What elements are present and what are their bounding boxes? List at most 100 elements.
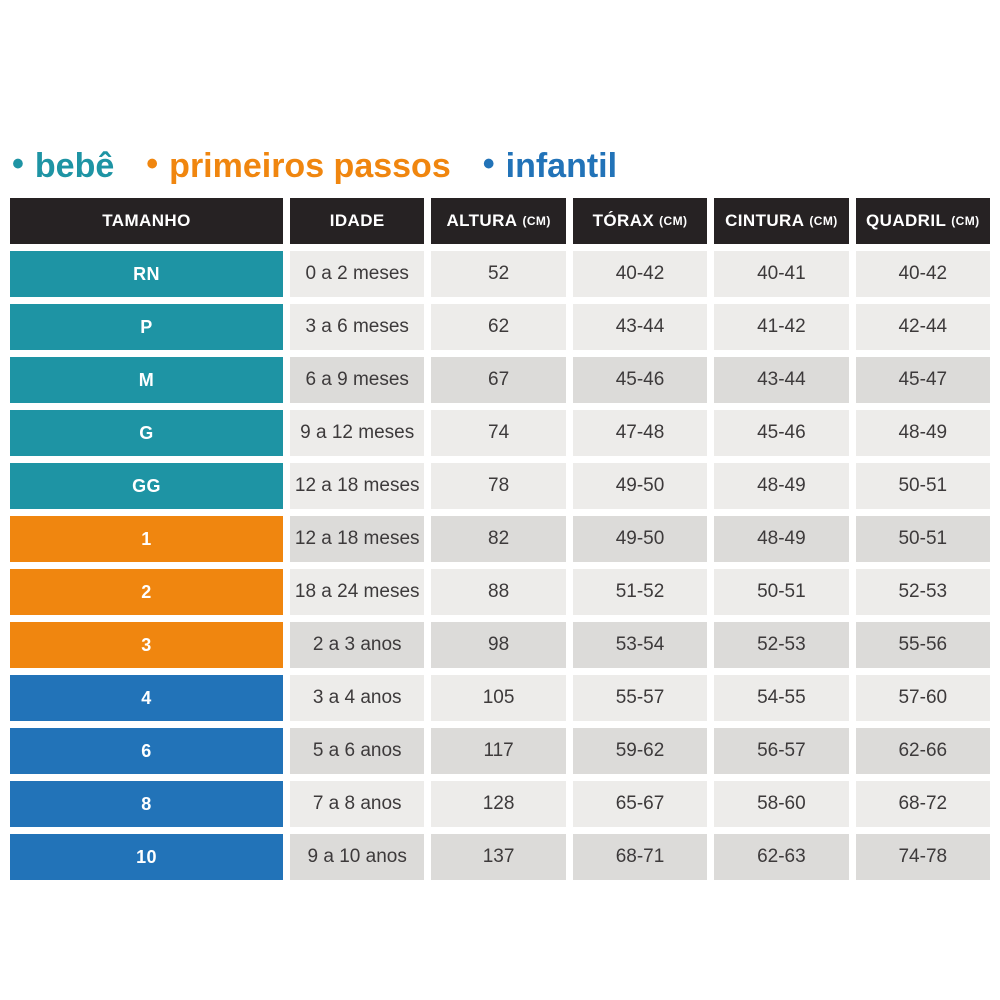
hip-cell: 74-78: [855, 834, 990, 880]
size-cell: G: [10, 410, 283, 456]
waist-cell: 56-57: [714, 728, 849, 774]
age-cell: 7 a 8 anos: [290, 781, 425, 827]
height-cell: 67: [431, 357, 566, 403]
hip-cell: 52-53: [855, 569, 990, 615]
height-cell: 82: [431, 516, 566, 562]
height-cell: 98: [431, 622, 566, 668]
hip-cell: 57-60: [855, 675, 990, 721]
hip-cell: 50-51: [855, 463, 990, 509]
size-cell: 1: [10, 516, 283, 562]
legend-item-primeiros_passos: • primeiros passos: [146, 145, 451, 185]
legend-label: primeiros passos: [169, 147, 451, 185]
waist-cell: 43-44: [714, 357, 849, 403]
table-header-row: TAMANHO IDADE ALTURA (CM) TÓRAX (CM) CINTURA (C…: [10, 198, 990, 244]
size-table: TAMANHO IDADE ALTURA (CM) TÓRAX (CM) CINTURA (C…: [10, 198, 990, 880]
size-cell: 2: [10, 569, 283, 615]
header-cell-quadril: QUADRIL (CM): [855, 198, 990, 244]
age-cell: 12 a 18 meses: [290, 516, 425, 562]
header-cell-torax: TÓRAX (CM): [572, 198, 708, 244]
hip-cell: 42-44: [855, 304, 990, 350]
header-unit-label: (CM): [522, 214, 551, 228]
height-cell: 128: [431, 781, 566, 827]
header-label: CINTURA: [725, 211, 805, 230]
legend-item-infantil: • infantil: [482, 145, 618, 185]
hip-cell: 55-56: [855, 622, 990, 668]
bullet-icon: •: [482, 145, 495, 183]
legend: • bebê • primeiros passos • infantil: [12, 144, 990, 188]
size-cell: RN: [10, 251, 283, 297]
chest-cell: 47-48: [572, 410, 708, 456]
chest-cell: 49-50: [572, 516, 708, 562]
header-label: ALTURA: [446, 211, 518, 230]
hip-cell: 50-51: [855, 516, 990, 562]
header-cell-age: IDADE: [290, 198, 425, 244]
height-cell: 137: [431, 834, 566, 880]
age-cell: 12 a 18 meses: [290, 463, 425, 509]
size-cell: GG: [10, 463, 283, 509]
hip-cell: 48-49: [855, 410, 990, 456]
size-cell: M: [10, 357, 283, 403]
table-row: RN 0 a 2 meses 52 40-42 40-41 40-42: [10, 251, 990, 297]
age-cell: 9 a 10 anos: [290, 834, 425, 880]
size-cell: 10: [10, 834, 283, 880]
height-cell: 78: [431, 463, 566, 509]
waist-cell: 45-46: [714, 410, 849, 456]
table-row: GG 12 a 18 meses 78 49-50 48-49 50-51: [10, 463, 990, 509]
age-cell: 6 a 9 meses: [290, 357, 425, 403]
size-cell: 3: [10, 622, 283, 668]
height-cell: 88: [431, 569, 566, 615]
height-cell: 52: [431, 251, 566, 297]
chest-cell: 53-54: [572, 622, 708, 668]
chest-cell: 65-67: [572, 781, 708, 827]
table-row: 2 18 a 24 meses 88 51-52 50-51 52-53: [10, 569, 990, 615]
legend-label: infantil: [505, 147, 618, 185]
size-cell: P: [10, 304, 283, 350]
age-cell: 9 a 12 meses: [290, 410, 425, 456]
chest-cell: 59-62: [572, 728, 708, 774]
age-cell: 3 a 6 meses: [290, 304, 425, 350]
hip-cell: 62-66: [855, 728, 990, 774]
height-cell: 117: [431, 728, 566, 774]
header-cell-size: TAMANHO: [10, 198, 283, 244]
chest-cell: 55-57: [572, 675, 708, 721]
hip-cell: 68-72: [855, 781, 990, 827]
chest-cell: 49-50: [572, 463, 708, 509]
waist-cell: 41-42: [714, 304, 849, 350]
bullet-icon: •: [146, 145, 159, 183]
chest-cell: 40-42: [572, 251, 708, 297]
size-chart-content: • bebê • primeiros passos • infantil TAMANHO I…: [10, 144, 990, 880]
size-cell: 4: [10, 675, 283, 721]
table-row: 1 12 a 18 meses 82 49-50 48-49 50-51: [10, 516, 990, 562]
height-cell: 74: [431, 410, 566, 456]
hip-cell: 40-42: [855, 251, 990, 297]
age-cell: 5 a 6 anos: [290, 728, 425, 774]
header-label: TÓRAX: [592, 211, 655, 230]
chest-cell: 45-46: [572, 357, 708, 403]
hip-cell: 45-47: [855, 357, 990, 403]
waist-cell: 54-55: [714, 675, 849, 721]
waist-cell: 62-63: [714, 834, 849, 880]
header-unit-label: (CM): [809, 214, 838, 228]
waist-cell: 58-60: [714, 781, 849, 827]
chest-cell: 51-52: [572, 569, 708, 615]
age-cell: 0 a 2 meses: [290, 251, 425, 297]
bullet-icon: •: [12, 145, 24, 183]
header-cell-cintura: CINTURA (CM): [714, 198, 849, 244]
header-cell-altura: ALTURA (CM): [431, 198, 566, 244]
size-cell: 6: [10, 728, 283, 774]
header-label: IDADE: [329, 211, 385, 230]
age-cell: 2 a 3 anos: [290, 622, 425, 668]
legend-item-bebe: • bebê: [12, 145, 114, 183]
waist-cell: 48-49: [714, 516, 849, 562]
age-cell: 18 a 24 meses: [290, 569, 425, 615]
header-unit-label: (CM): [951, 214, 980, 228]
height-cell: 62: [431, 304, 566, 350]
